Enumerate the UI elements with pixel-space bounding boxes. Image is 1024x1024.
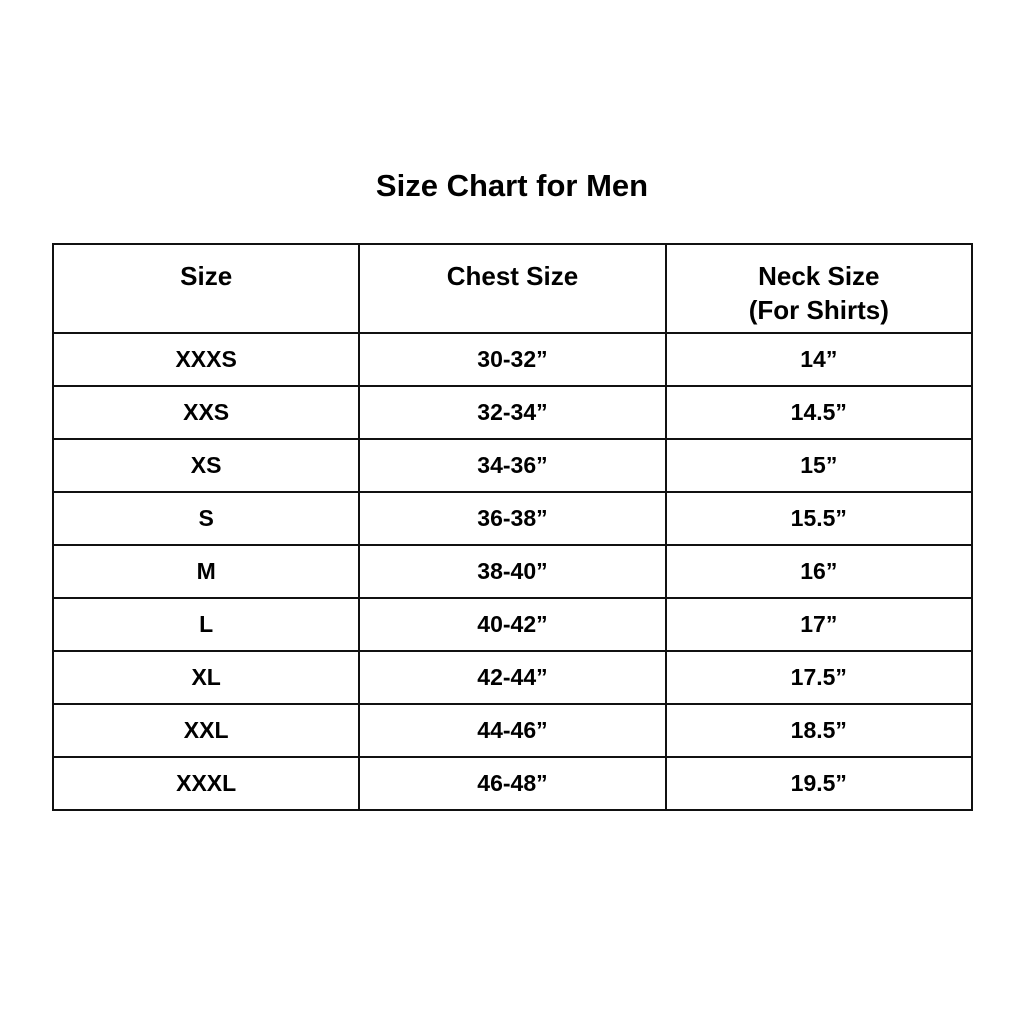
- chest-size-cell: 36-38”: [358, 491, 667, 546]
- table-row: L 40-42” 17”: [51, 597, 974, 652]
- table-row: M 38-40” 16”: [51, 544, 974, 599]
- size-cell: L: [51, 597, 361, 652]
- table-row: XS 34-36” 15”: [51, 438, 974, 493]
- page-title: Size Chart for Men: [375, 168, 649, 203]
- neck-size-cell: 14.5”: [664, 385, 974, 440]
- size-cell: M: [51, 544, 361, 599]
- size-cell: S: [51, 491, 361, 546]
- chest-size-cell: 44-46”: [358, 703, 667, 758]
- chest-size-cell: 40-42”: [358, 597, 667, 652]
- neck-size-cell: 17”: [664, 597, 974, 652]
- size-cell: XXXS: [51, 332, 361, 387]
- neck-size-cell: 19.5”: [664, 756, 974, 811]
- chest-size-cell: 38-40”: [358, 544, 667, 599]
- table-row: XL 42-44” 17.5”: [51, 650, 974, 705]
- size-cell: XXS: [51, 385, 361, 440]
- size-cell: XXL: [51, 703, 361, 758]
- header-size: Size: [51, 243, 361, 334]
- neck-size-cell: 15.5”: [664, 491, 974, 546]
- chest-size-cell: 30-32”: [358, 332, 667, 387]
- chest-size-cell: 34-36”: [358, 438, 667, 493]
- neck-size-label: Neck Size: [758, 261, 880, 291]
- table-row: XXL 44-46” 18.5”: [51, 703, 974, 758]
- neck-size-cell: 16”: [664, 544, 974, 599]
- neck-size-cell: 18.5”: [664, 703, 974, 758]
- header-row: Size Chest Size Neck Size (For Shirts): [51, 243, 974, 334]
- size-cell: XXXL: [51, 756, 361, 811]
- table-row: XXS 32-34” 14.5”: [51, 385, 974, 440]
- size-table: Size Chest Size Neck Size (For Shirts) XX…: [51, 243, 974, 811]
- neck-size-cell: 15”: [664, 438, 974, 493]
- size-cell: XL: [51, 650, 361, 705]
- header-chest-size: Chest Size: [358, 243, 667, 334]
- chest-size-cell: 46-48”: [358, 756, 667, 811]
- table-row: S 36-38” 15.5”: [51, 491, 974, 546]
- chest-size-cell: 32-34”: [358, 385, 667, 440]
- size-cell: XS: [51, 438, 361, 493]
- chest-size-cell: 42-44”: [358, 650, 667, 705]
- neck-size-cell: 14”: [664, 332, 974, 387]
- neck-size-sublabel: (For Shirts): [748, 295, 889, 325]
- table-row: XXXL 46-48” 19.5”: [51, 756, 974, 811]
- neck-size-cell: 17.5”: [664, 650, 974, 705]
- header-neck-size: Neck Size (For Shirts): [664, 243, 974, 334]
- table-row: XXXS 30-32” 14”: [51, 332, 974, 387]
